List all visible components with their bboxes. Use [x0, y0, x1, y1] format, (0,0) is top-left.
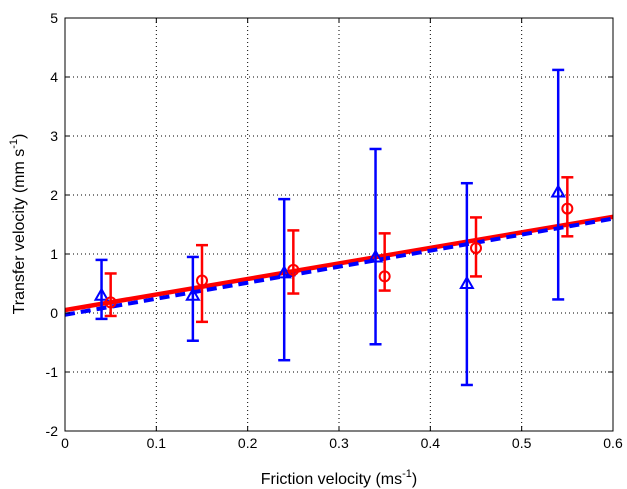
y-tick-label: 1	[50, 246, 58, 262]
data-point-triangle	[459, 275, 475, 289]
y-tick-label: -1	[46, 364, 59, 380]
x-axis-title-exponent: -1	[402, 468, 412, 480]
x-tick-label: 0.3	[329, 435, 349, 451]
y-tick-label: 5	[50, 10, 58, 26]
data-point-circle	[287, 263, 300, 276]
y-axis-title: Transfer velocity (mm s-1)	[8, 134, 28, 315]
x-tick-label: 0.4	[421, 435, 441, 451]
x-tick-label: 0.5	[512, 435, 532, 451]
y-tick-label: 4	[50, 69, 58, 85]
fit-lines	[64, 214, 614, 317]
x-axis-title-close: )	[412, 471, 417, 488]
x-tick-label: 0.6	[603, 435, 623, 451]
x-tick-label: 0.2	[238, 435, 258, 451]
data-point-circle	[378, 270, 391, 283]
y-tick-label: 0	[50, 305, 58, 321]
x-tick-label: 0	[61, 435, 69, 451]
x-axis-title-main: Friction velocity (ms	[261, 471, 402, 488]
fit-line	[64, 216, 614, 317]
fit-line	[64, 214, 614, 313]
data-point-circle	[104, 296, 117, 309]
data-series	[93, 68, 574, 387]
data-point-triangle	[185, 287, 201, 301]
y-tick-label: 3	[50, 128, 58, 144]
data-point-triangle	[276, 264, 292, 279]
x-tick-label: 0.1	[147, 435, 167, 451]
y-tick-label: -2	[46, 423, 59, 439]
x-axis-title: Friction velocity (ms-1)	[261, 468, 417, 488]
data-point-circle	[196, 274, 208, 287]
plot-area	[65, 18, 613, 431]
data-point-triangle	[367, 248, 384, 263]
x-axis-ticks: 0 0.1 0.2 0.3 0.4 0.5 0.6	[61, 18, 623, 451]
data-point-triangle	[93, 287, 110, 301]
data-point-circle	[561, 202, 574, 215]
y-axis-title-close: )	[11, 134, 28, 139]
grid	[65, 18, 613, 431]
series	[104, 176, 574, 324]
y-tick-label: 2	[50, 187, 58, 203]
series	[93, 68, 566, 387]
y-axis-title-exponent: -1	[8, 139, 20, 149]
y-axis-ticks: -2 -1 0 1 2 3 4 5	[46, 10, 613, 439]
y-axis-title-main: Transfer velocity (mm s	[11, 149, 28, 315]
data-point-triangle	[550, 184, 566, 198]
data-point-circle	[470, 242, 482, 255]
